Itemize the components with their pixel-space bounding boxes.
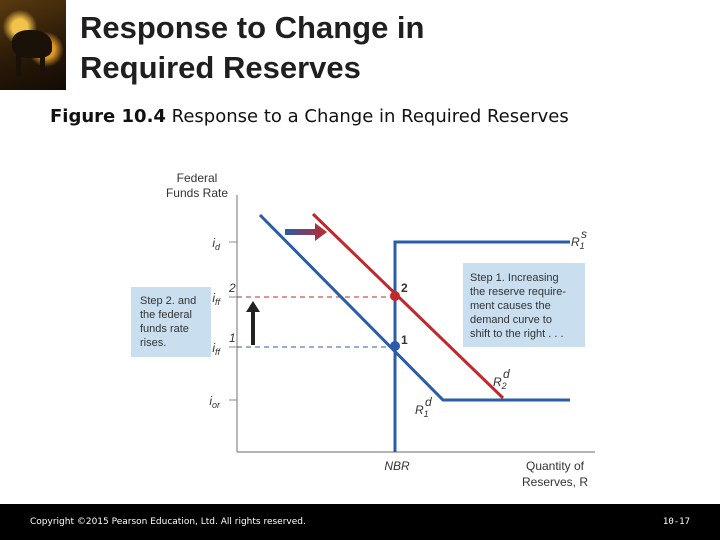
step2-line: the federal	[140, 309, 192, 321]
tick-label-id: id	[212, 236, 221, 252]
bull-leg	[40, 54, 45, 76]
label-r1d: R1	[415, 403, 429, 419]
figure-caption-text: Response to a Change in Required Reserve…	[165, 106, 569, 127]
rate-up-arrow	[246, 301, 260, 345]
page-number: 10-17	[662, 517, 690, 527]
shift-right-arrow	[285, 223, 327, 241]
sup-r1d: d	[425, 395, 432, 409]
step2-line: Step 2. and	[140, 295, 196, 307]
demand-curve-r1d	[258, 213, 570, 402]
step2-annotation: Step 2. and the federal funds rate rises…	[131, 287, 211, 357]
reserves-market-chart: Federal Funds Rate NBR Quantity of Reser…	[131, 171, 595, 489]
label-r1s: R1	[571, 235, 585, 251]
bull-leg	[16, 54, 21, 76]
point-1-label: 1	[401, 333, 408, 347]
step1-line: demand curve to	[470, 314, 552, 326]
tick-sup-iff2: 2	[228, 281, 236, 295]
step1-line: Step 1. Increasing	[470, 272, 559, 284]
bull-photo	[0, 0, 66, 90]
tick-label-ior: ior	[209, 394, 221, 410]
supply-curve-r1s	[393, 240, 570, 452]
demand-curve-r2d	[311, 212, 505, 400]
bull-silhouette	[12, 30, 52, 58]
step1-annotation: Step 1. Increasing the reserve require- …	[463, 263, 585, 347]
step2-line: rises.	[140, 337, 166, 349]
y-axis-label-line-1: Federal	[177, 171, 218, 185]
footer-bar: Copyright ©2015 Pearson Education, Ltd. …	[0, 504, 720, 540]
sup-r2d: d	[503, 367, 510, 381]
step1-line: ment causes the	[470, 300, 551, 312]
tick-sup-iff1: 1	[229, 331, 236, 345]
x-axis-label-line-1: Quantity of	[526, 459, 585, 473]
tick-label-iff2: iff	[212, 291, 221, 307]
x-axis-nbr-label: NBR	[384, 459, 410, 473]
title-line-1: Response to Change in	[80, 10, 425, 45]
step2-box	[131, 287, 211, 357]
equilibrium-point-2	[390, 291, 400, 301]
point-2-label: 2	[401, 281, 408, 295]
step2-line: funds rate	[140, 323, 189, 335]
equilibrium-point-1	[390, 341, 400, 351]
tick-label-iff1: iff	[212, 341, 221, 357]
sup-r1s: s	[581, 227, 587, 241]
label-r2d: R2	[493, 375, 507, 391]
figure-caption: Figure 10.4 Response to a Change in Requ…	[50, 106, 569, 127]
slide-title: Response to Change in Required Reserves	[80, 8, 424, 88]
x-axis-label-line-2: Reserves, R	[522, 475, 588, 489]
step1-line: shift to the right . . .	[470, 328, 564, 340]
step1-line: the reserve require-	[470, 286, 566, 298]
figure-label: Figure 10.4	[50, 106, 166, 127]
y-axis-label-line-2: Funds Rate	[166, 186, 228, 200]
title-line-2: Required Reserves	[80, 50, 361, 85]
step1-box	[463, 263, 585, 347]
copyright-text: Copyright ©2015 Pearson Education, Ltd. …	[30, 517, 306, 527]
